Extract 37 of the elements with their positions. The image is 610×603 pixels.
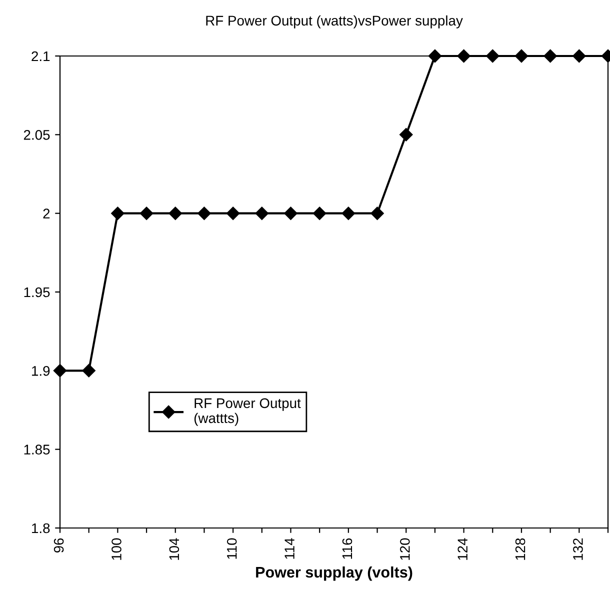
point — [486, 49, 500, 63]
point — [400, 128, 413, 142]
y-tick-label: 1.95 — [24, 287, 50, 298]
x-axis-title: Power supplay (volts) — [256, 566, 412, 581]
point — [342, 206, 356, 220]
point — [198, 206, 211, 220]
y-tick-label: 1.85 — [24, 444, 50, 455]
x-tick-label: 128 — [515, 538, 526, 560]
y-tick-label: 1.9 — [32, 366, 50, 376]
y-tick-label: 2.05 — [24, 130, 50, 140]
chart-title: RF Power Output (watts)vsPower supplay — [206, 15, 463, 28]
point — [370, 206, 384, 220]
point — [82, 364, 96, 378]
point — [111, 206, 124, 220]
x-tick-label: 114 — [284, 538, 294, 559]
x-tick-label: 96 — [54, 538, 64, 553]
point — [572, 49, 586, 63]
legend-label: RF Power Output (wattts) — [194, 398, 301, 426]
point — [226, 206, 240, 220]
point — [53, 364, 67, 378]
x-tick-label: 104 — [169, 538, 180, 560]
point — [312, 206, 326, 220]
x-tick-label: 120 — [400, 538, 410, 560]
point — [168, 206, 182, 220]
y-tick-label: 2 — [43, 208, 50, 218]
point — [284, 206, 298, 220]
point — [457, 49, 470, 63]
x-tick-label: 100 — [112, 538, 122, 560]
x-tick-label: 110 — [226, 538, 237, 559]
point — [255, 206, 268, 220]
point — [140, 206, 154, 220]
x-tick-label: 116 — [342, 538, 352, 559]
point — [544, 49, 557, 63]
x-tick-label: 132 — [573, 538, 583, 560]
y-tick-label: 2.1 — [32, 51, 50, 62]
y-tick-label: 1.8 — [32, 523, 50, 534]
x-tick-label: 124 — [458, 538, 468, 560]
